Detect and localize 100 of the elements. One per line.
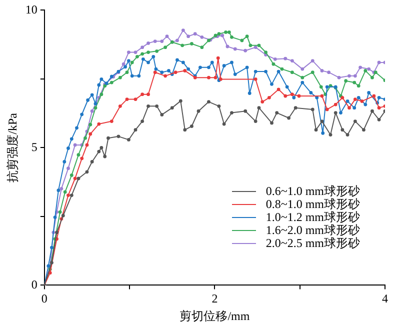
point [319,85,323,89]
point [190,124,194,128]
point [328,133,332,136]
point [88,132,92,136]
point [370,109,374,113]
point [183,69,187,72]
point [153,40,157,43]
y-tick-label: 10 [25,2,38,16]
point [290,92,294,96]
point [275,111,279,114]
point [196,109,200,113]
point [183,128,187,132]
point [284,56,288,60]
y-tick-label: 0 [31,277,38,292]
point [164,74,168,78]
point [60,186,64,190]
x-tick-label: 0 [41,292,48,306]
point [270,121,274,125]
point [367,67,371,71]
point [377,60,381,64]
point [267,96,271,100]
point [348,74,351,78]
point [55,230,58,234]
point [352,80,356,84]
point [181,28,185,32]
point [348,106,351,110]
point [226,44,230,48]
point [362,128,366,132]
point [284,94,288,98]
point [164,46,168,50]
point [90,109,94,113]
point [224,30,228,34]
point [287,116,290,120]
point [125,98,129,101]
point [80,156,84,160]
point [134,98,138,101]
point [200,46,204,50]
point [240,38,244,42]
point [100,146,104,150]
point [84,136,87,140]
point [290,70,294,74]
point [186,34,190,38]
point [106,136,110,140]
point [127,138,130,142]
point [340,128,344,132]
point [222,122,226,126]
point [327,70,330,74]
point [130,60,134,64]
point [300,67,304,71]
point [190,42,194,46]
point [110,120,114,123]
point [354,120,357,123]
point [88,122,92,126]
point [153,70,157,74]
point [73,143,77,147]
legend-label: 0.6~1.0 mm球形砂 [266,184,360,198]
point [320,120,324,123]
point [70,194,74,197]
point [193,32,197,36]
point [248,44,252,48]
point [146,104,150,108]
point [140,120,144,123]
point [346,133,350,136]
point [325,108,329,112]
point [217,104,221,108]
point [254,120,258,123]
point [134,50,138,54]
point [245,34,249,38]
point [127,50,130,54]
point [125,70,129,74]
point [280,67,284,71]
point [90,160,94,164]
point [165,34,169,38]
point [314,128,318,132]
point [354,74,357,78]
point [85,143,89,147]
point [364,69,368,72]
point [140,92,144,96]
point [50,260,54,264]
point [217,32,221,36]
y-tick-label: 5 [31,140,38,154]
point [155,104,158,108]
point [300,76,304,80]
point [146,92,150,96]
point [103,154,107,158]
point [257,44,261,48]
point [220,34,224,38]
point [294,106,298,110]
legend-label: 1.0~1.2 mm球形砂 [266,210,360,224]
point [377,106,381,110]
point [118,104,122,108]
legend-label: 2.0~2.5 mm球形砂 [266,236,360,250]
point [230,35,234,39]
point [97,150,101,154]
point [260,100,264,104]
point [63,190,67,194]
x-tick-label: 2 [212,292,218,306]
point [310,59,314,62]
x-tick-label: 4 [382,292,388,306]
point [122,62,126,66]
